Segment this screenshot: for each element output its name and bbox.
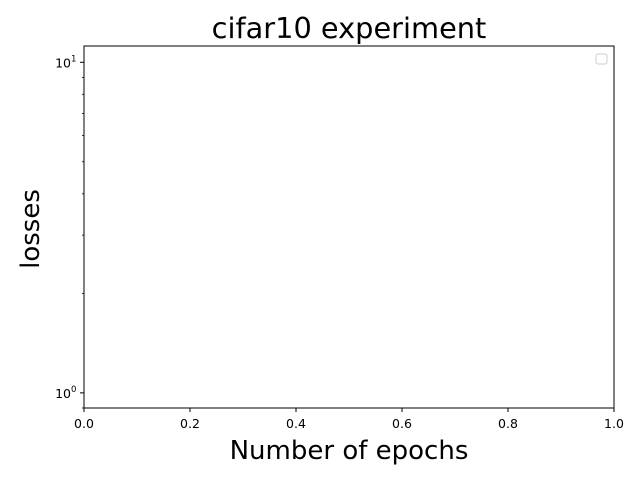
x-tick-label: 0.0 [74, 416, 94, 431]
y-tick-label: 10 [55, 55, 71, 70]
legend-box [595, 53, 608, 65]
x-tick-label: 0.4 [286, 416, 306, 431]
plot-frame [83, 45, 615, 409]
x-tick-label: 0.6 [392, 416, 412, 431]
y-axis-label: losses [16, 189, 46, 269]
y-tick-exponent: 0 [71, 385, 76, 395]
y-tick-label: 10 [55, 386, 71, 401]
chart-title: cifar10 experiment [212, 11, 487, 45]
x-tick-label: 1.0 [604, 416, 624, 431]
y-tick-exponent: 1 [71, 54, 76, 64]
x-tick-label: 0.2 [180, 416, 200, 431]
x-axis-label: Number of epochs [230, 436, 469, 466]
x-tick-label: 0.8 [498, 416, 518, 431]
